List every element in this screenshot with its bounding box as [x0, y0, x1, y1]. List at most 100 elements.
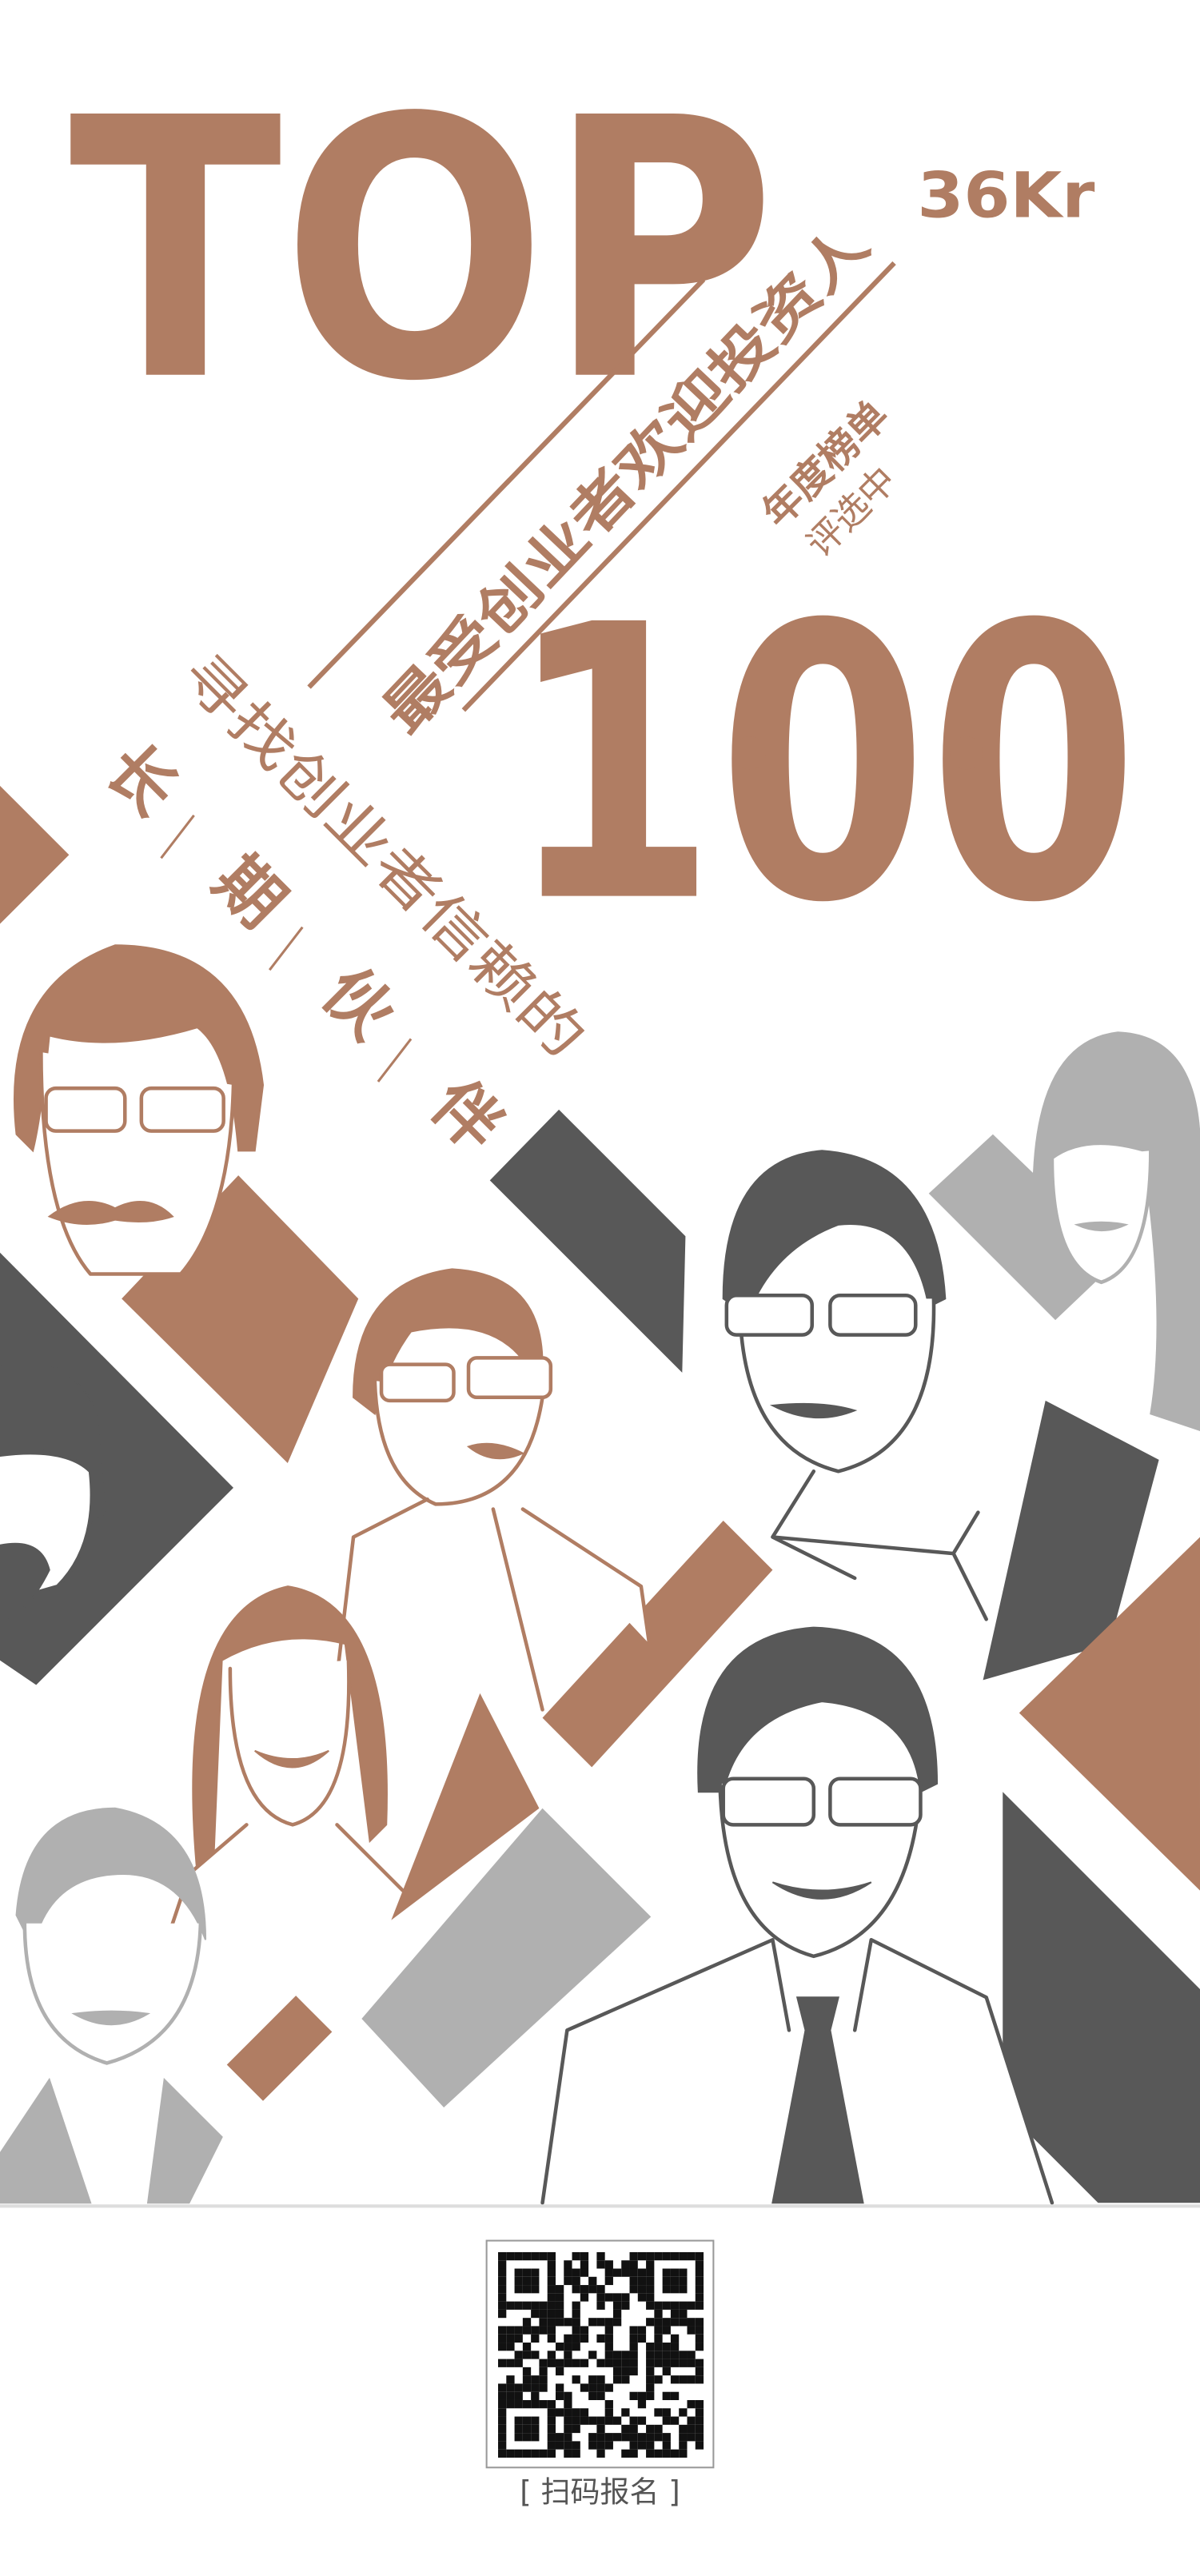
qr-module: [539, 2375, 548, 2384]
qr-module: [596, 2433, 605, 2442]
qr-module: [506, 2334, 515, 2343]
qr-module: [646, 2343, 655, 2351]
qr-module: [522, 2285, 532, 2294]
qr-module: [629, 2343, 638, 2351]
qr-module: [695, 2251, 704, 2261]
qr-module: [646, 2293, 655, 2302]
qr-module: [621, 2375, 630, 2384]
qr-module: [539, 2383, 548, 2392]
portrait: [1032, 1031, 1200, 1431]
portrait: [0, 1807, 223, 2204]
qr-module: [514, 2391, 523, 2400]
qr-module: [695, 2416, 704, 2425]
qr-module: [522, 2424, 532, 2434]
qr-module: [555, 2383, 564, 2392]
qr-module: [596, 2301, 605, 2310]
qr-module: [654, 2309, 663, 2319]
portrait: [13, 944, 265, 1276]
qr-module: [646, 2441, 655, 2450]
qr-module: [572, 2416, 580, 2425]
qr-module: [547, 2334, 556, 2343]
qr-module: [522, 2318, 532, 2327]
qr-module: [555, 2293, 564, 2302]
qr-module: [498, 2251, 507, 2261]
qr-module: [580, 2334, 589, 2343]
qr-module: [695, 2260, 704, 2269]
qr-module: [588, 2391, 597, 2400]
qr-module: [514, 2416, 523, 2425]
qr-module: [629, 2367, 638, 2376]
qr-code[interactable]: [485, 2239, 715, 2469]
qr-module: [612, 2293, 622, 2302]
qr-module: [695, 2433, 704, 2442]
qr-module: [514, 2251, 523, 2261]
qr-module: [679, 2285, 688, 2294]
qr-module: [646, 2260, 655, 2269]
qr-module: [695, 2367, 704, 2376]
qr-module: [604, 2399, 613, 2409]
qr-module: [547, 2408, 556, 2417]
qr-module: [588, 2383, 597, 2392]
qr-module: [679, 2449, 688, 2458]
qr-module: [514, 2326, 523, 2335]
qr-module: [637, 2416, 647, 2425]
qr-module: [637, 2268, 647, 2277]
qr-module: [514, 2301, 523, 2310]
qr-module: [539, 2309, 548, 2319]
qr-module: [637, 2293, 647, 2302]
qr-module: [522, 2375, 532, 2384]
qr-module: [547, 2260, 556, 2269]
qr-module: [654, 2334, 663, 2343]
qr-module: [522, 2301, 532, 2310]
qr-module: [695, 2399, 704, 2409]
qr-module: [679, 2375, 688, 2384]
qr-module: [498, 2285, 507, 2294]
qr-module: [687, 2416, 696, 2425]
qr-module: [531, 2399, 540, 2409]
qr-module: [522, 2276, 532, 2286]
qr-module: [572, 2359, 580, 2367]
qr-module: [670, 2449, 680, 2458]
qr-module: [498, 2301, 507, 2310]
shape: [391, 1693, 540, 1920]
qr-module: [646, 2318, 655, 2327]
qr-module: [670, 2334, 680, 2343]
qr-module: [547, 2309, 556, 2319]
qr-module: [506, 2383, 515, 2392]
qr-module: [695, 2318, 704, 2327]
eye: [950, 736, 983, 770]
title: TOP: [69, 42, 775, 460]
qr-module: [531, 2285, 540, 2294]
qr-module: [580, 2408, 589, 2417]
qr-module: [572, 2268, 580, 2277]
qr-module: [695, 2268, 704, 2277]
qr-module: [514, 2351, 523, 2359]
qr-module: [679, 2276, 688, 2286]
qr-module: [572, 2449, 580, 2458]
qr-module: [564, 2449, 572, 2458]
qr-module: [514, 2276, 523, 2286]
qr-module: [547, 2416, 556, 2425]
qr-module: [596, 2334, 605, 2343]
qr-module: [564, 2433, 572, 2442]
qr-module: [687, 2424, 696, 2434]
qr-module: [506, 2326, 515, 2335]
qr-module: [695, 2293, 704, 2302]
qr-module: [646, 2367, 655, 2376]
qr-module: [564, 2334, 572, 2343]
qr-module: [564, 2424, 572, 2434]
qr-module: [555, 2343, 564, 2351]
qr-module: [604, 2268, 613, 2277]
qr-module: [531, 2433, 540, 2442]
qr-module: [621, 2408, 630, 2417]
qr-module: [646, 2391, 655, 2400]
qr-module: [531, 2268, 540, 2277]
qr-module: [531, 2424, 540, 2434]
qr-module: [564, 2351, 572, 2359]
qr-module: [572, 2334, 580, 2343]
qr-module: [498, 2343, 507, 2351]
qr-module: [646, 2276, 655, 2286]
qr-module: [498, 2441, 507, 2450]
qr-module: [539, 2251, 548, 2261]
qr-module: [612, 2375, 622, 2384]
